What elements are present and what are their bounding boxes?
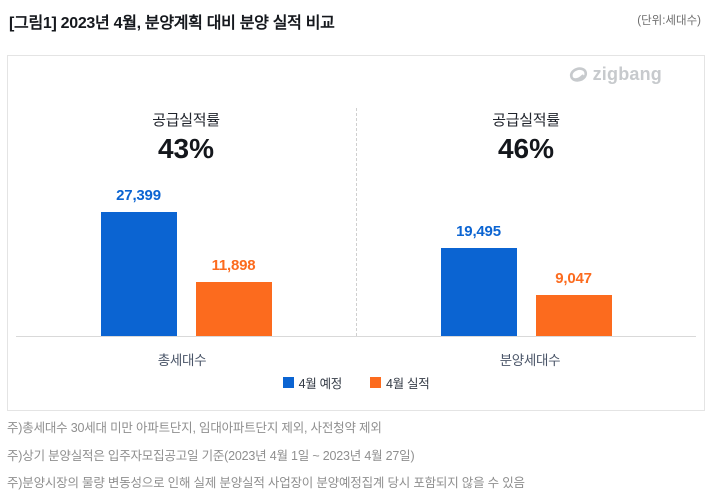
bar-planned <box>100 212 177 336</box>
bar-column-actual: 9,047 <box>535 270 612 336</box>
legend-item-planned: 4월 예정 <box>282 373 343 392</box>
category-label-total: 총세대수 <box>157 353 207 368</box>
zigbang-logo: zigbang <box>568 64 662 85</box>
footnote-line: 주)상기 분양실적은 입주자모집공고일 기준(2023년 4월 1일 ~ 202… <box>7 448 415 463</box>
chart-legend: 4월 예정 4월 실적 <box>8 373 704 392</box>
bar-pair: 27,399 11,898 <box>16 187 356 336</box>
legend-label-planned: 4월 예정 <box>298 377 343 391</box>
bar-value-label: 19,495 <box>456 223 501 240</box>
group-sale-households: 공급실적률 46% 19,495 9,047 <box>356 56 696 336</box>
bar-column-actual: 11,898 <box>195 257 272 336</box>
legend-label-actual: 4월 실적 <box>386 377 430 391</box>
bar-column-planned: 19,495 <box>440 223 517 336</box>
bar-value-label: 9,047 <box>555 270 592 287</box>
bar-actual <box>195 282 272 336</box>
legend-swatch-actual <box>370 377 381 388</box>
footnote-line: 주)분양시장의 물량 변동성으로 인해 실제 분양실적 사업장이 분양예정집계 … <box>7 476 525 490</box>
category-axis: 총세대수 분양세대수 <box>8 337 704 369</box>
bar-column-planned: 27,399 <box>100 187 177 336</box>
supply-rate-title: 공급실적률 <box>152 112 220 129</box>
legend-item-actual: 4월 실적 <box>370 373 430 392</box>
bar-pair: 19,495 9,047 <box>356 223 696 336</box>
plot-area: 공급실적률 43% 27,399 11,898 공급실적률 <box>16 56 696 337</box>
figure-title: [그림1] 2023년 4월, 분양계획 대비 분양 실적 비교 <box>9 15 335 32</box>
zigbang-logo-text: zigbang <box>592 64 662 84</box>
bar-actual <box>535 295 612 336</box>
group-total-households: 공급실적률 43% 27,399 11,898 <box>16 56 356 336</box>
zigbang-logo-icon <box>568 64 589 85</box>
category-label-sale: 분양세대수 <box>499 353 561 368</box>
unit-note: (단위:세대수) <box>637 15 701 27</box>
chart-box: zigbang 공급실적률 43% 27,399 11,898 <box>7 55 705 411</box>
bar-planned <box>440 248 517 336</box>
footnote-line: 주)총세대수 30세대 미만 아파트단지, 임대아파트단지 제외, 사전청약 제… <box>7 421 382 435</box>
supply-rate-title: 공급실적률 <box>492 112 560 129</box>
supply-rate-value: 46% <box>497 133 555 164</box>
legend-swatch-planned <box>282 377 294 388</box>
group-divider-dashed-line <box>356 108 357 336</box>
supply-rate-block: 공급실적률 46% <box>356 109 696 165</box>
bar-value-label: 11,898 <box>211 257 256 274</box>
footnotes: 주)총세대수 30세대 미만 아파트단지, 임대아파트단지 제외, 사전청약 제… <box>7 420 705 501</box>
bar-value-label: 27,399 <box>116 187 161 204</box>
supply-rate-block: 공급실적률 43% <box>16 109 356 165</box>
supply-rate-value: 43% <box>157 133 215 164</box>
figure-header: [그림1] 2023년 4월, 분양계획 대비 분양 실적 비교 (단위:세대수… <box>9 9 701 33</box>
